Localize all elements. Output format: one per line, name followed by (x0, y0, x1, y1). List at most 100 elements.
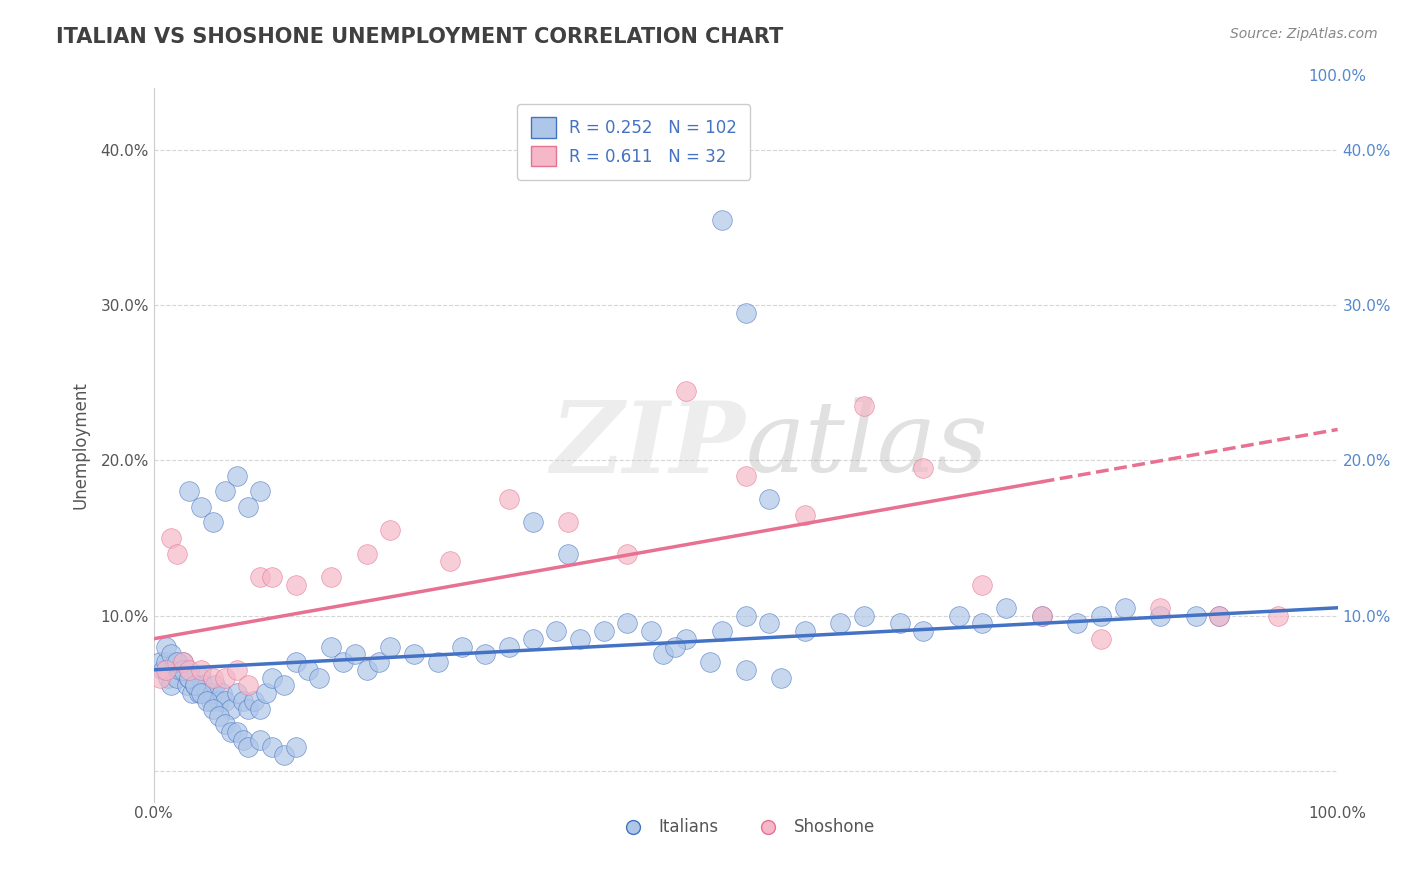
Point (155, 663, 177, 677)
Point (1090, 608, 1112, 623)
Point (219, 701, 242, 715)
Point (1208, 608, 1230, 623)
Point (214, 717, 236, 731)
Text: ITALIAN VS SHOSHONE UNEMPLOYMENT CORRELATION CHART: ITALIAN VS SHOSHONE UNEMPLOYMENT CORRELA… (56, 27, 783, 46)
Point (699, 655, 721, 669)
Point (208, 694, 231, 708)
Point (616, 616, 638, 631)
Point (546, 624, 568, 638)
Point (972, 577, 994, 591)
Point (190, 663, 212, 677)
Point (450, 640, 472, 654)
Point (238, 678, 260, 692)
Point (297, 663, 319, 677)
Point (758, 616, 780, 631)
Point (201, 671, 224, 685)
Point (190, 671, 212, 685)
Point (155, 640, 177, 654)
Point (172, 655, 194, 669)
Point (160, 531, 183, 545)
Point (474, 648, 496, 662)
Y-axis label: Unemployment: Unemployment (72, 381, 89, 509)
Point (793, 508, 815, 522)
Point (156, 671, 179, 685)
Point (238, 701, 260, 715)
Point (1149, 600, 1171, 615)
Point (1267, 608, 1289, 623)
Point (238, 500, 260, 514)
Point (149, 655, 172, 669)
Point (1090, 632, 1112, 646)
Point (249, 732, 271, 747)
Point (201, 686, 224, 700)
Point (1114, 600, 1136, 615)
Point (184, 678, 207, 692)
Point (711, 624, 734, 638)
Point (179, 671, 201, 685)
Point (343, 648, 366, 662)
Point (201, 701, 224, 715)
Point (675, 632, 697, 646)
Point (912, 461, 935, 475)
Point (356, 547, 378, 561)
Point (225, 686, 247, 700)
Point (180, 686, 202, 700)
Point (356, 663, 378, 677)
Point (172, 663, 194, 677)
Point (249, 701, 271, 715)
Point (238, 740, 260, 755)
Point (187, 686, 209, 700)
Point (166, 655, 188, 669)
Point (254, 686, 277, 700)
Point (367, 655, 389, 669)
Point (332, 655, 354, 669)
Point (380, 640, 402, 654)
Point (557, 547, 579, 561)
Point (160, 678, 183, 692)
Text: ZIP: ZIP (551, 397, 745, 493)
Point (166, 547, 188, 561)
Point (262, 740, 284, 755)
Point (711, 213, 734, 227)
Point (616, 547, 638, 561)
Point (225, 469, 247, 483)
Point (853, 608, 876, 623)
Point (734, 608, 756, 623)
Point (522, 632, 544, 646)
Point (1066, 616, 1088, 631)
Point (664, 640, 686, 654)
Point (568, 632, 591, 646)
Point (166, 671, 188, 685)
Point (273, 678, 295, 692)
Point (439, 554, 461, 568)
Point (675, 384, 697, 398)
Point (1208, 608, 1230, 623)
Point (498, 640, 520, 654)
Point (404, 648, 426, 662)
Point (204, 678, 226, 692)
Point (557, 516, 579, 530)
Point (734, 663, 756, 677)
Point (225, 663, 247, 677)
Point (273, 747, 295, 762)
Point (640, 624, 662, 638)
Point (152, 663, 174, 677)
Point (155, 655, 177, 669)
Point (184, 678, 207, 692)
Point (179, 663, 201, 677)
Point (262, 671, 284, 685)
Point (262, 570, 284, 584)
Point (201, 516, 224, 530)
Point (284, 577, 307, 591)
Point (172, 655, 194, 669)
Point (190, 500, 212, 514)
Point (195, 694, 218, 708)
Point (249, 484, 271, 499)
Point (179, 671, 201, 685)
Point (149, 671, 172, 685)
Point (179, 484, 201, 499)
Point (1184, 608, 1206, 623)
Point (169, 663, 191, 677)
Point (249, 570, 271, 584)
Point (231, 694, 253, 708)
